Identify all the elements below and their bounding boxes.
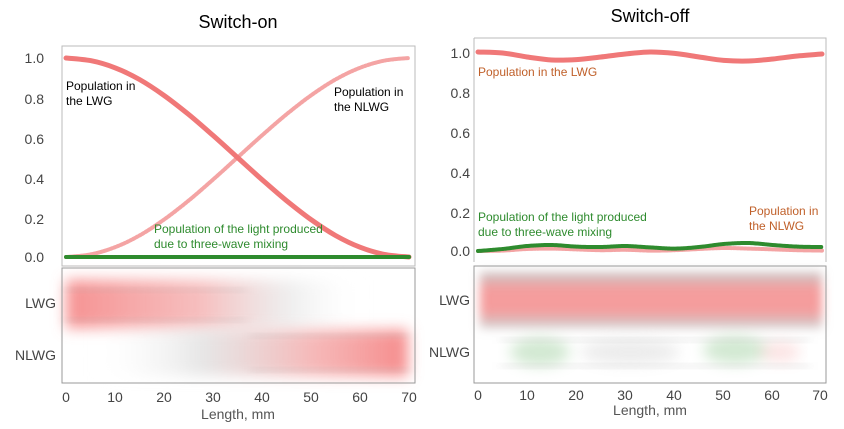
annotation-nlwg: the NLWG [334, 100, 389, 114]
x-tick-label: 70 [812, 387, 828, 403]
y-tick-label: 0.6 [451, 125, 471, 141]
y-tick-label: 0.0 [451, 243, 471, 259]
y-tick-label: 0.8 [451, 85, 471, 101]
plot-frame [61, 45, 416, 267]
x-tick-label: 50 [303, 389, 319, 405]
annotation-three-wave: Population of the light produced [154, 222, 323, 236]
annotation-nlwg: the NLWG [749, 219, 804, 233]
series-line-path [475, 49, 825, 64]
x-tick-label: 70 [401, 389, 417, 405]
series-line-path [63, 55, 412, 260]
waveguide-intensity-map: LWG NLWG [429, 265, 827, 384]
waveguide-intensity-map: LWG NLWG [15, 267, 416, 384]
band-label-lwg: LWG [25, 295, 56, 311]
x-tick-label: 60 [352, 389, 368, 405]
y-axis: 1.0 0.8 0.6 0.4 0.2 0.0 [451, 45, 471, 259]
x-tick-label: 40 [254, 389, 270, 405]
series-lwg-line [475, 49, 825, 64]
band-label-nlwg: NLWG [429, 344, 470, 360]
band-label-lwg: LWG [439, 292, 470, 308]
y-tick-label: 0.6 [25, 131, 45, 147]
y-tick-label: 0.2 [25, 211, 45, 227]
series-line-path [476, 240, 824, 253]
x-axis-label: Length, mm [201, 406, 275, 422]
x-tick-label: 20 [156, 389, 172, 405]
x-tick-label: 0 [474, 387, 482, 403]
x-tick-label: 10 [519, 387, 535, 403]
annotation-nlwg: Population in [334, 85, 403, 99]
x-tick-label: 60 [764, 387, 780, 403]
x-tick-label: 20 [568, 387, 584, 403]
annotation-lwg: Population in [66, 79, 135, 93]
chart-title: Switch-on [198, 12, 277, 32]
band-label-nlwg: NLWG [15, 347, 56, 363]
series-line-path [476, 245, 824, 253]
x-axis: 0 10 20 30 40 50 60 70 Length, mm [474, 387, 828, 418]
annotation-lwg: the LWG [66, 94, 112, 108]
y-tick-label: 0.8 [25, 91, 45, 107]
series-nlwg-line [476, 245, 824, 253]
x-tick-label: 30 [205, 389, 221, 405]
annotation-three-wave: due to three-wave mixing [478, 225, 612, 239]
panel-switch-off: Switch-off 1.0 0.8 0.6 0.4 0.2 0.0 Popul… [429, 6, 828, 418]
y-tick-label: 0.0 [25, 249, 45, 265]
y-tick-label: 0.4 [451, 165, 471, 181]
x-axis-label: Length, mm [613, 402, 687, 418]
y-tick-label: 0.2 [451, 205, 471, 221]
series-lwg-line [63, 55, 412, 260]
x-axis: 0 10 20 30 40 50 60 70 Length, mm [62, 389, 417, 422]
series-three-wave-line [476, 240, 824, 253]
x-tick-label: 30 [617, 387, 633, 403]
x-tick-label: 40 [666, 387, 682, 403]
y-tick-label: 0.4 [25, 171, 45, 187]
x-tick-label: 0 [62, 389, 70, 405]
annotation-nlwg: Population in [749, 204, 818, 218]
annotation-three-wave: due to three-wave mixing [154, 237, 288, 251]
chart-title: Switch-off [611, 6, 691, 26]
y-tick-label: 1.0 [25, 50, 45, 66]
panel-switch-on: Switch-on 1.0 0.8 0.6 0.4 0.2 0.0 Popula… [15, 12, 417, 422]
annotation-lwg: Population in the LWG [478, 65, 597, 79]
y-axis: 1.0 0.8 0.6 0.4 0.2 0.0 [25, 50, 45, 265]
annotation-three-wave: Population of the light produced [478, 210, 647, 224]
x-tick-label: 50 [715, 387, 731, 403]
x-tick-label: 10 [107, 389, 123, 405]
y-tick-label: 1.0 [451, 45, 471, 61]
plot-frame [474, 37, 827, 262]
